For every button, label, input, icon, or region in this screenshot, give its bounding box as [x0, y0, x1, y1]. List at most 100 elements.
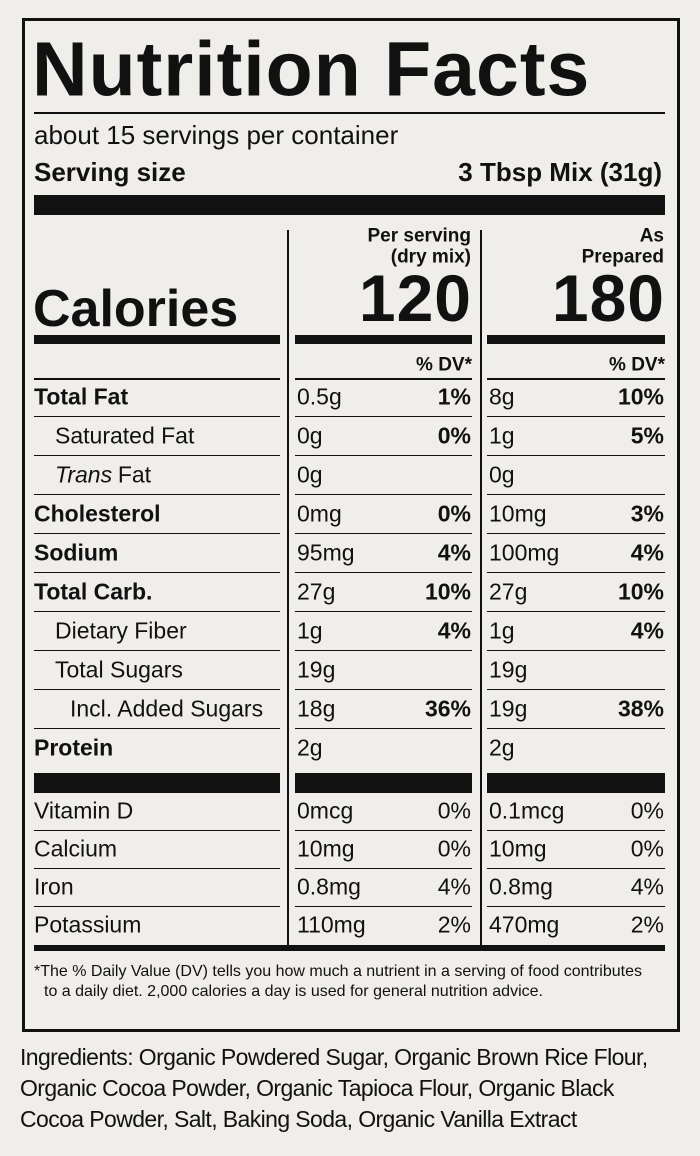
- row-divider: [295, 728, 472, 729]
- row-divider: [34, 455, 280, 456]
- amount: 10mg: [489, 500, 547, 527]
- amount: 2g: [489, 734, 515, 761]
- row-divider: [34, 829, 280, 831]
- amount: 2g: [297, 734, 323, 761]
- row-divider: [34, 533, 280, 534]
- daily-value: 4%: [437, 873, 471, 900]
- row-divider: [295, 650, 472, 651]
- column-heading: As: [639, 225, 664, 247]
- serving-size-value: 3 Tbsp Mix (31g): [458, 157, 662, 187]
- row-divider: [34, 689, 280, 690]
- row-divider: [487, 867, 665, 869]
- thick-bar: [487, 773, 665, 793]
- servings: about 15 servings per container: [34, 120, 399, 150]
- amount: 27g: [489, 578, 528, 605]
- bottom-bar: [34, 945, 665, 951]
- row-divider: [487, 533, 665, 534]
- ingredients: Ingredients: Organic Powdered Sugar, Org…: [20, 1044, 648, 1132]
- footnote: *The % Daily Value (DV) tells you how mu…: [34, 963, 642, 1000]
- amount: 0mg: [297, 500, 342, 527]
- amount: 0.8mg: [489, 873, 553, 900]
- amount: 0mcg: [297, 797, 354, 824]
- amount: 0g: [489, 461, 515, 488]
- nutrient-label: Protein: [34, 734, 114, 761]
- nutrient-label: Saturated Fat: [55, 422, 195, 449]
- row-divider: [295, 533, 472, 534]
- vitamin-label: Vitamin D: [34, 797, 134, 824]
- daily-value: 1%: [437, 383, 471, 410]
- row-divider: [487, 455, 665, 456]
- daily-value: 0%: [437, 835, 471, 862]
- daily-value: 2%: [437, 911, 471, 938]
- nutrient-label: Sodium: [34, 539, 119, 566]
- daily-value: 4%: [630, 617, 664, 644]
- row-divider: [295, 689, 472, 690]
- nutrient-label: Cholesterol: [34, 500, 161, 527]
- daily-value: 4%: [437, 539, 471, 566]
- row-divider: [295, 494, 472, 495]
- row-divider: [34, 728, 280, 729]
- row-divider: [487, 650, 665, 651]
- daily-value: 10%: [617, 578, 664, 605]
- row-divider: [34, 572, 280, 573]
- amount: 0.1mcg: [489, 797, 565, 824]
- column-heading: Prepared: [581, 246, 664, 268]
- amount: 470mg: [489, 911, 560, 938]
- row-divider: [295, 829, 472, 831]
- nutrient-label: Total Fat: [34, 383, 129, 410]
- amount: 0g: [297, 461, 323, 488]
- nutrient-label: Dietary Fiber: [55, 617, 187, 644]
- title-rule: [34, 112, 665, 114]
- label-italic: Trans: [55, 461, 113, 488]
- daily-value: 3%: [630, 500, 664, 527]
- label-text: Fat: [117, 461, 152, 488]
- row-divider: [295, 572, 472, 573]
- vitamin-label: Potassium: [34, 911, 142, 938]
- daily-value: 0%: [630, 797, 664, 824]
- daily-value: 5%: [630, 422, 664, 449]
- vitamin-label: Calcium: [34, 835, 118, 862]
- amount: 19g: [297, 656, 336, 683]
- nutrient-label: Incl. Added Sugars: [70, 695, 264, 722]
- dv-header: % DV*: [416, 354, 472, 376]
- row-divider: [34, 650, 280, 651]
- row-divider: [487, 378, 665, 380]
- row-divider: [295, 378, 472, 380]
- daily-value: 4%: [630, 539, 664, 566]
- amount: 1g: [489, 617, 515, 644]
- amount: 1g: [489, 422, 515, 449]
- daily-value: 0%: [437, 797, 471, 824]
- amount: 0g: [297, 422, 323, 449]
- row-divider: [487, 572, 665, 573]
- row-divider: [487, 728, 665, 729]
- daily-value: 2%: [630, 911, 664, 938]
- amount: 8g: [489, 383, 515, 410]
- daily-value: 0%: [437, 422, 471, 449]
- calories-bar: [295, 334, 472, 344]
- amount: 95mg: [297, 539, 355, 566]
- daily-value: 4%: [437, 617, 471, 644]
- row-divider: [34, 378, 280, 380]
- label-box: [22, 18, 680, 1032]
- daily-value: 10%: [424, 578, 471, 605]
- row-divider: [295, 867, 472, 869]
- amount: 0.5g: [297, 383, 342, 410]
- column-heading: (dry mix): [390, 246, 471, 268]
- row-divider: [487, 416, 665, 417]
- thick-bar: [34, 195, 665, 215]
- daily-value: 38%: [617, 695, 664, 722]
- calories-bar: [487, 334, 665, 344]
- amount: 110mg: [297, 911, 366, 938]
- amount: 10mg: [297, 835, 355, 862]
- daily-value: 0%: [630, 835, 664, 862]
- calories-value: 180: [551, 261, 665, 335]
- amount: 18g: [297, 695, 336, 722]
- amount: 19g: [489, 656, 528, 683]
- nutrient-label: Total Carb.: [34, 578, 153, 605]
- row-divider: [487, 494, 665, 495]
- serving-size-label: Serving size: [34, 157, 186, 187]
- row-divider: [295, 416, 472, 417]
- row-divider: [487, 905, 665, 907]
- row-divider: [34, 867, 280, 869]
